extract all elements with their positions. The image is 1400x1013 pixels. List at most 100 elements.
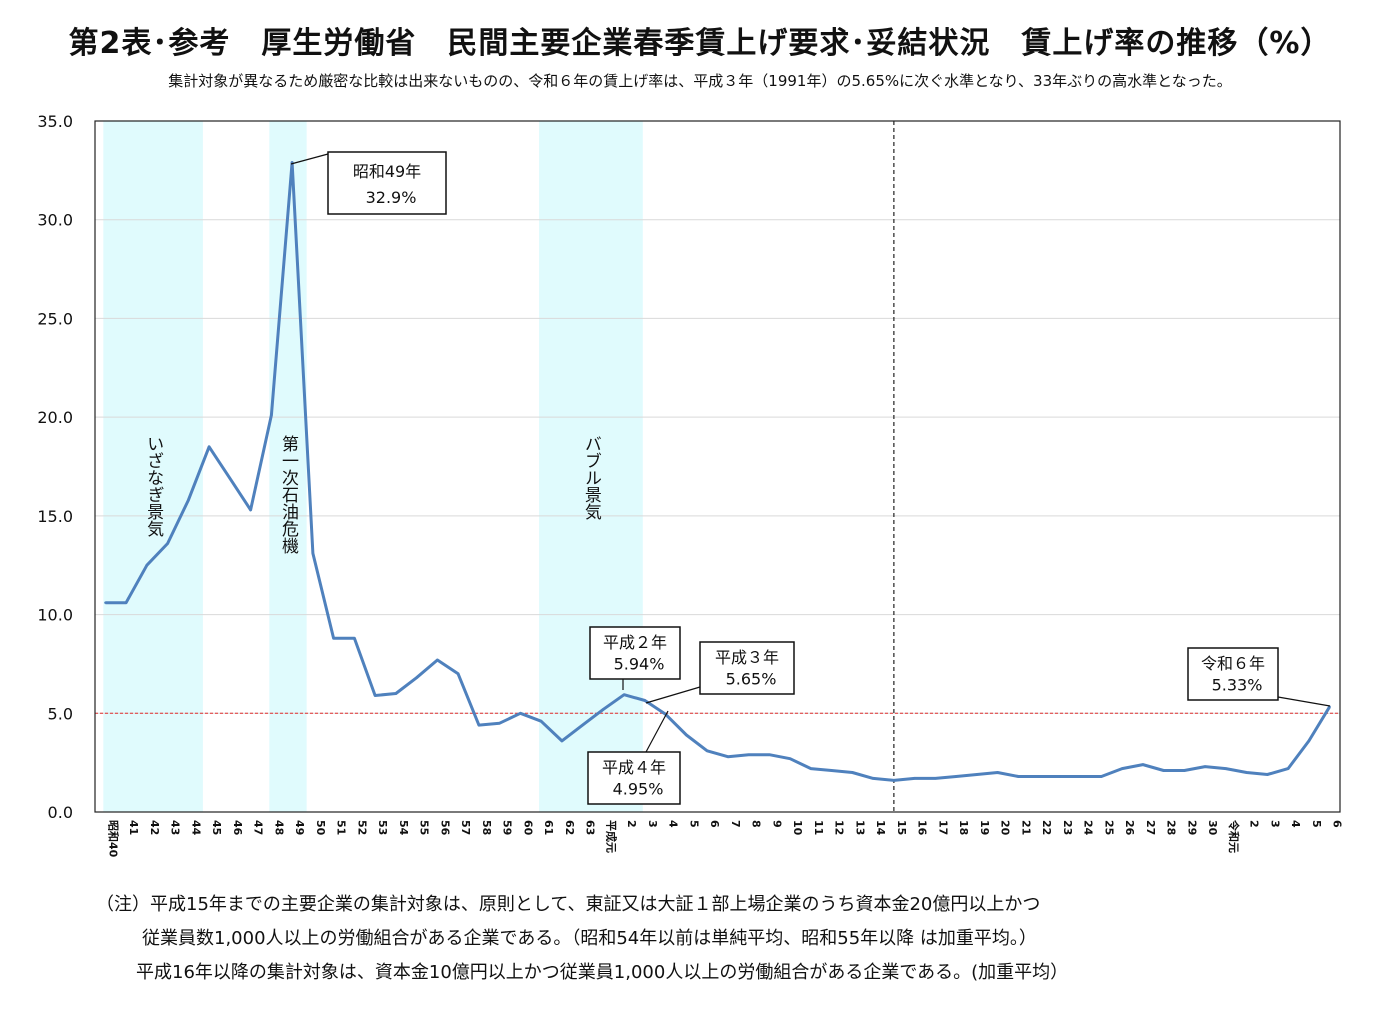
x-tick-label: 16 [916, 820, 929, 836]
annotation-leader [1277, 696, 1331, 707]
x-tick-label: 23 [1061, 820, 1074, 835]
y-tick-label: 25.0 [37, 309, 73, 328]
data-point [1307, 739, 1311, 743]
period-label-1: 第一次石油危機 [278, 435, 299, 555]
data-point [1203, 765, 1207, 768]
shaded-period-1 [269, 121, 307, 812]
data-point [332, 637, 335, 640]
x-tick-label: 3 [646, 820, 659, 828]
data-point [166, 542, 169, 545]
x-tick-label: 25 [1102, 820, 1115, 835]
data-point [373, 694, 377, 697]
data-point [228, 477, 232, 480]
x-tick-label: 41 [127, 820, 140, 835]
data-point [1120, 767, 1124, 770]
x-tick-label: 14 [874, 820, 887, 836]
y-tick-label: 0.0 [48, 803, 73, 822]
x-tick-label: 平成元 [604, 820, 618, 853]
annotation-value: 5.65% [726, 670, 777, 689]
data-point [1224, 767, 1228, 770]
data-point [207, 445, 211, 448]
x-tick-label: 6 [1331, 820, 1344, 828]
x-tick-label: 62 [563, 820, 576, 835]
x-tick-label: 53 [376, 820, 389, 835]
data-point [1017, 775, 1020, 778]
x-tick-label: 51 [335, 820, 348, 835]
x-tick-label: 令和元 [1227, 819, 1241, 853]
x-tick-label: 15 [895, 820, 908, 835]
chart-subtitle: 集計対象が異なるため厳密な比較は出来ないものの、令和６年の賃上げ率は、平成３年（… [168, 72, 1232, 90]
x-tick-label: 29 [1185, 820, 1198, 835]
data-point [768, 753, 771, 756]
data-point [145, 564, 149, 567]
data-point [643, 699, 647, 702]
data-point [996, 771, 999, 774]
x-tick-label: 20 [999, 820, 1012, 836]
annotation-box [587, 751, 681, 805]
annotation-year: 平成４年 [602, 758, 666, 777]
annotation-leader [645, 710, 669, 753]
x-tick-label: 5 [687, 820, 700, 828]
x-tick-label: 60 [521, 820, 534, 836]
x-tick-label: 11 [812, 820, 825, 835]
annotation-year: 平成３年 [715, 648, 779, 667]
data-point [477, 723, 481, 727]
data-point [270, 413, 273, 417]
annotation-value: 32.9% [366, 188, 417, 207]
data-point [1286, 767, 1290, 770]
data-point [311, 552, 315, 555]
data-point [104, 601, 107, 604]
x-tick-label: 54 [397, 820, 410, 836]
data-point [519, 712, 522, 715]
period-label-2: バブル景気 [581, 435, 602, 521]
y-tick-label: 15.0 [37, 507, 73, 526]
x-tick-label: 10 [791, 820, 804, 836]
x-tick-label: 55 [418, 820, 431, 835]
annotation-year: 令和６年 [1201, 654, 1265, 673]
annotation-leader [645, 686, 701, 704]
annotation-value: 5.94% [614, 655, 665, 674]
x-tick-label: 44 [189, 820, 202, 836]
annotation-value: 4.95% [613, 780, 664, 799]
data-point [498, 721, 501, 725]
data-point [1079, 775, 1082, 778]
x-tick-label: 26 [1123, 820, 1136, 836]
x-tick-label: 50 [314, 820, 327, 836]
x-tick-label: 61 [542, 820, 555, 835]
x-tick-label: 5 [1310, 820, 1323, 828]
data-point [705, 749, 709, 752]
data-point [1100, 775, 1103, 778]
x-tick-label: 4 [1289, 820, 1302, 828]
data-point [851, 771, 854, 774]
x-tick-label: 52 [355, 820, 368, 835]
data-point [830, 769, 833, 772]
data-point [1162, 769, 1165, 772]
footnote-1: （注）平成15年までの主要企業の集計対象は、原則として、東証又は大証１部上場企業… [96, 894, 1041, 915]
x-tick-label: 43 [169, 820, 182, 835]
x-tick-label: 46 [231, 820, 244, 836]
x-tick-label: 42 [148, 820, 161, 835]
data-point [622, 693, 626, 696]
annotation-box [327, 151, 447, 215]
data-point [560, 739, 564, 743]
data-point [1037, 775, 1041, 778]
x-tick-label: 7 [729, 820, 742, 828]
x-tick-label: 49 [293, 820, 306, 835]
annotation-box [1187, 647, 1279, 701]
x-tick-label: 3 [1268, 820, 1281, 828]
annotation-leader [290, 153, 329, 165]
y-tick-label: 10.0 [37, 606, 73, 625]
data-point [394, 692, 398, 695]
x-tick-label: 22 [1040, 820, 1053, 835]
data-point [415, 676, 418, 679]
annotation-value: 5.33% [1212, 676, 1263, 695]
x-tick-label: 59 [501, 820, 514, 835]
x-tick-label: 19 [978, 820, 991, 835]
data-point [975, 773, 979, 776]
y-tick-label: 30.0 [37, 211, 73, 230]
x-tick-label: 57 [459, 820, 472, 835]
data-point [1266, 773, 1269, 776]
x-tick-label: 56 [438, 820, 451, 836]
x-tick-label: 63 [584, 820, 597, 835]
series-line [105, 161, 1331, 782]
